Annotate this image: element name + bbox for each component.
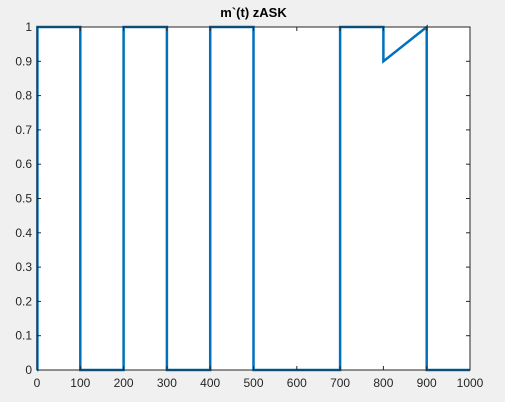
x-tick-label: 900 <box>417 376 437 390</box>
y-tick-label: 0.4 <box>15 226 32 240</box>
series-layer <box>36 24 470 372</box>
series-line-1 <box>36 24 470 372</box>
y-tick-label: 0.7 <box>15 123 32 137</box>
y-tick-label: 0.9 <box>15 54 32 68</box>
x-tick-label: 200 <box>114 376 134 390</box>
axes-layer: 0 100 200 300 400 500 600 700 800 900 1000 0 0.1 0.2 0… <box>15 20 483 390</box>
x-tick-label: 500 <box>243 376 263 390</box>
x-tick-label: 700 <box>330 376 350 390</box>
y-tick-label: 0.6 <box>15 157 32 171</box>
chart-title: m`(t) zASK <box>220 5 287 20</box>
x-tick-label: 600 <box>287 376 307 390</box>
y-tick-label: 0 <box>25 363 32 377</box>
y-tick-label: 0.2 <box>15 294 32 308</box>
x-tick-label: 1000 <box>457 376 484 390</box>
x-tick-label: 800 <box>373 376 393 390</box>
y-tick-label: 0.8 <box>15 89 32 103</box>
x-tick-label: 100 <box>70 376 90 390</box>
y-tick-label: 0.3 <box>15 260 32 274</box>
x-tick-label: 0 <box>34 376 41 390</box>
y-tick-label: 0.5 <box>15 192 32 206</box>
x-tick-label: 300 <box>157 376 177 390</box>
y-tick-label: 1 <box>25 20 32 34</box>
x-tick-label: 400 <box>200 376 220 390</box>
y-tick-label: 0.1 <box>15 329 32 343</box>
